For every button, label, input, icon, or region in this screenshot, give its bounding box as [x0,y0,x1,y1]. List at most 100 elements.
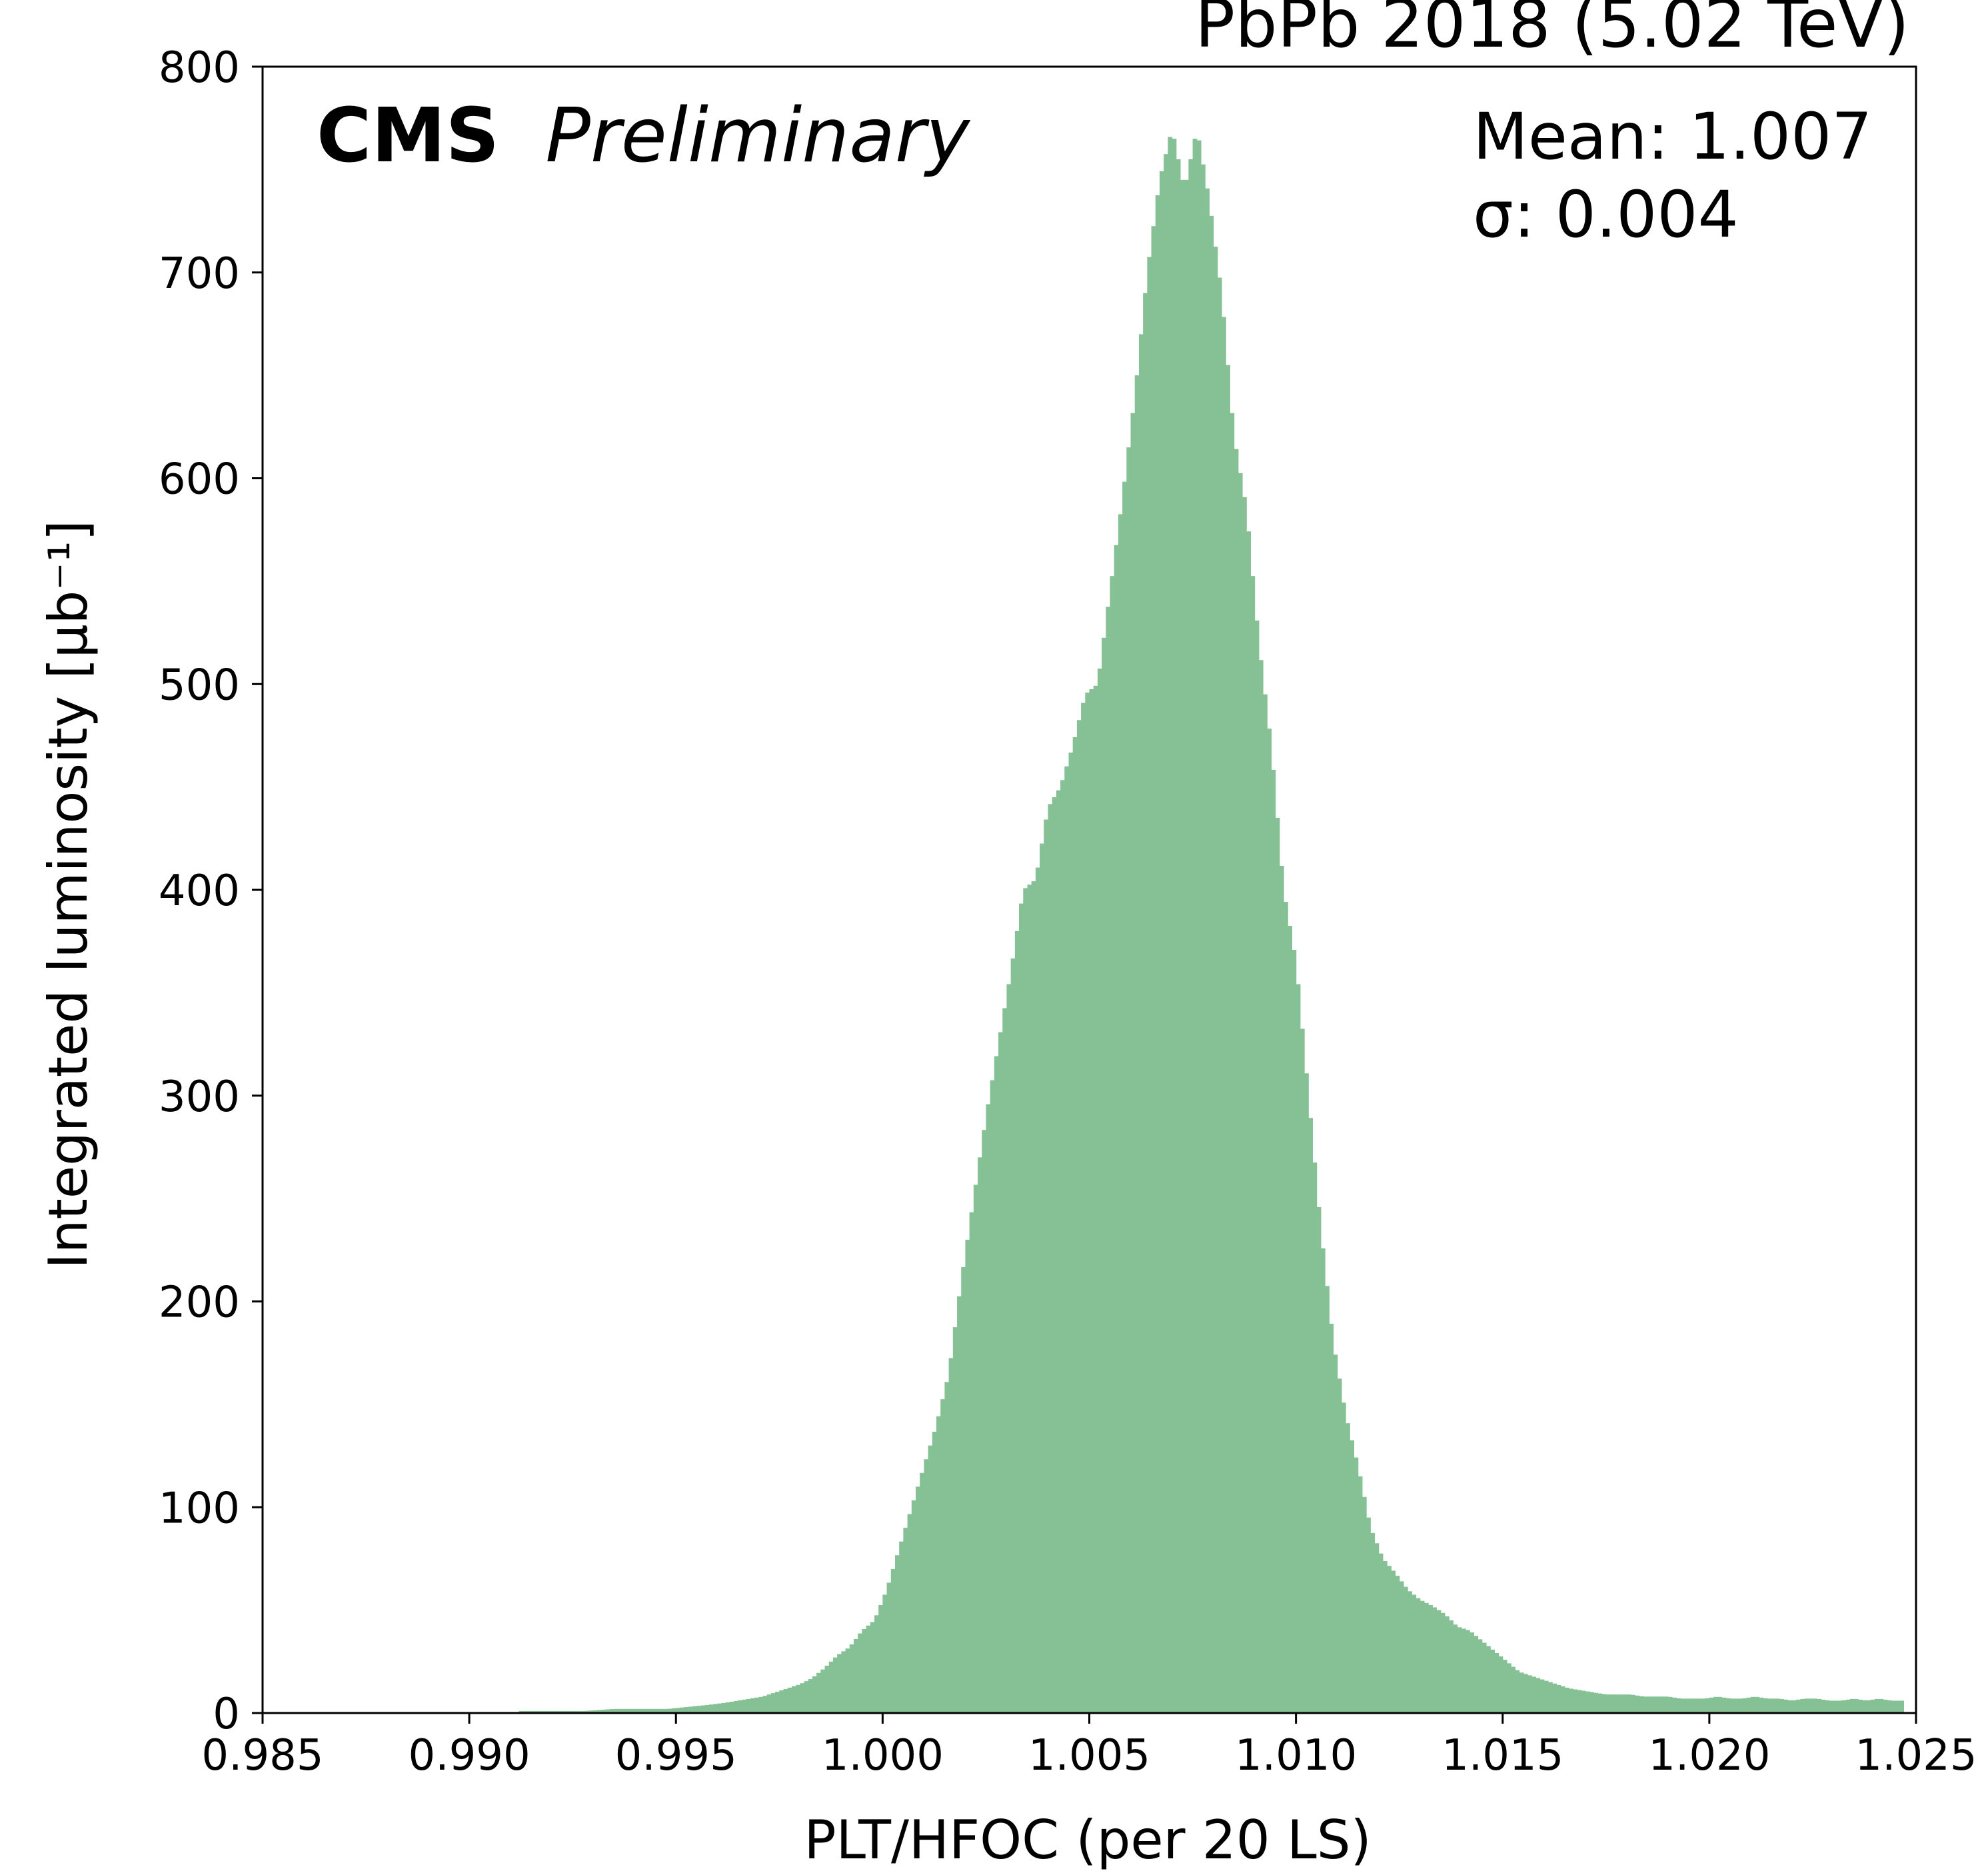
histogram-bar [754,1697,759,1713]
histogram-bar [1490,1649,1495,1713]
histogram-bar [758,1696,764,1713]
histogram-bar [1263,694,1268,1713]
histogram-bar [1837,1700,1842,1713]
histogram-bar [610,1709,614,1713]
histogram-bar [1002,1008,1008,1713]
histogram-bar [1333,1354,1338,1713]
histogram-bar [1118,514,1123,1713]
histogram-bar [1213,247,1218,1713]
x-axis-ticks: 0.985 0.990 0.995 1.000 1.005 1.010 1.015 1.020… [201,1713,1977,1780]
histogram-bar [1672,1697,1677,1713]
y-axis-label: Integrated luminosity [μb⁻¹] [37,520,99,1269]
histogram-bar [903,1528,908,1713]
histogram-bar [1279,865,1284,1713]
histogram-bar [1858,1699,1863,1713]
histogram-bar [1296,984,1301,1713]
histogram-bar [1027,885,1032,1713]
histogram-bar [1168,137,1173,1714]
histogram-bar [543,1710,548,1713]
histogram-bar [1734,1698,1739,1713]
histogram-bar [1866,1700,1871,1713]
histogram-bar [1667,1696,1673,1713]
histogram-bar [1378,1553,1384,1713]
histogram-bar [1688,1698,1693,1713]
histogram-bar [1060,780,1065,1713]
histogram-bar [787,1687,792,1713]
histogram-bar [1354,1457,1359,1713]
histogram-bar [1329,1323,1334,1713]
y-axis-ticks: 0 100 200 300 400 500 600 700 800 [159,43,263,1739]
histogram-bar [1035,867,1040,1713]
histogram-bar [1010,958,1016,1713]
histogram-bar [1849,1698,1855,1713]
histogram-bar [605,1709,610,1713]
histogram-bar [1052,797,1057,1713]
histogram-bar [1097,669,1102,1713]
histogram-bar [1870,1699,1875,1713]
histogram-bar [584,1710,590,1713]
histogram-bar [948,1358,954,1713]
histogram-bar [1312,1162,1318,1713]
histogram-bar [800,1683,805,1713]
histogram-bar [1655,1696,1661,1713]
histogram-bar [1738,1698,1743,1713]
histogram-bar [1432,1607,1438,1713]
histogram-bar [1316,1206,1322,1713]
histogram-bar [1019,903,1024,1713]
histogram-bar [1180,179,1185,1713]
histogram-bar [1346,1423,1350,1713]
histogram-bar [1552,1683,1557,1713]
histogram-bar [1267,729,1272,1713]
histogram-bar [1072,737,1078,1713]
histogram-bar [638,1708,644,1713]
histogram-bar [1841,1700,1847,1713]
histogram-bar [1568,1688,1573,1713]
histogram-bar [1659,1696,1665,1713]
histogram-bar [812,1676,817,1713]
experiment-label: CMS Preliminary [317,93,971,179]
histogram-bar [1709,1697,1714,1713]
histogram-bar [1899,1700,1904,1713]
histogram-bar [1697,1698,1702,1713]
histogram-bar [1796,1699,1801,1713]
histogram-bar [1093,685,1098,1713]
histogram-bar [1292,950,1297,1713]
histogram-bar [1717,1696,1723,1713]
histogram-bar [1382,1561,1388,1713]
histogram-bar [1461,1628,1466,1713]
histogram-bar [1246,531,1251,1713]
histogram-bar [832,1657,838,1713]
x-tick-label: 1.025 [1855,1731,1977,1780]
histogram-bar [816,1672,821,1713]
histogram-bar [1759,1697,1764,1713]
histogram-bar [622,1708,627,1713]
histogram-bar [1023,888,1028,1713]
x-tick-label: 1.015 [1442,1731,1563,1780]
histogram-bar [1221,317,1226,1714]
histogram-bar [1817,1698,1821,1713]
histogram-bar [1192,139,1198,1713]
histogram-bar [1337,1378,1342,1713]
histogram-bar [588,1710,594,1713]
histogram-bar [1771,1698,1776,1713]
histogram-bar [779,1690,784,1713]
histogram-bar [1440,1612,1446,1713]
histogram-bar [746,1698,751,1713]
histogram-bar [531,1710,536,1713]
cms-label: CMS [317,93,499,179]
histogram-bar [1647,1696,1652,1713]
histogram-bar [1622,1694,1627,1713]
histogram-bar [684,1707,689,1713]
histogram-bar [1729,1698,1735,1713]
histogram-bar [1366,1517,1371,1713]
histogram-bar [1205,188,1210,1714]
histogram-bar [1498,1656,1503,1713]
histogram-bar [878,1604,883,1713]
histogram-bar [1403,1586,1408,1713]
histogram-bar [1605,1694,1611,1713]
histogram-bar [704,1704,710,1713]
histogram-bar [1226,365,1230,1713]
histogram-bar [1143,293,1148,1713]
histogram-bar [965,1239,970,1713]
histogram-bar [663,1708,668,1713]
